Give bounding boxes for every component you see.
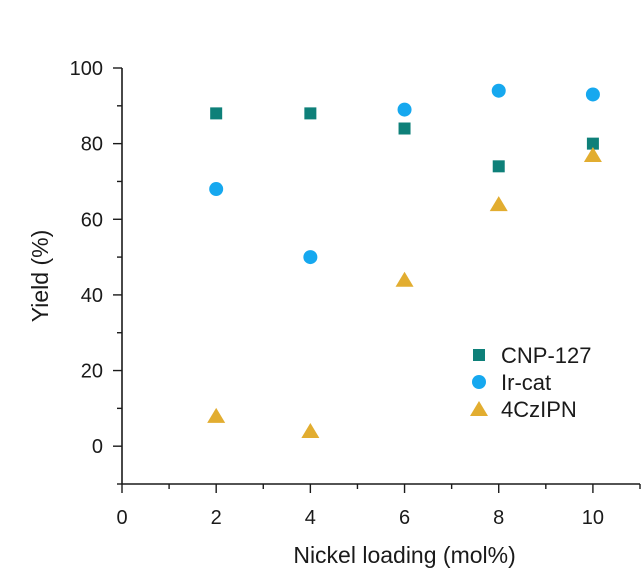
series-4czipn bbox=[207, 146, 602, 439]
legend-circle-marker bbox=[472, 375, 486, 389]
y-tick-label: 60 bbox=[81, 209, 103, 231]
x-axis-title: Nickel loading (mol%) bbox=[293, 542, 515, 568]
square-data-point bbox=[398, 122, 411, 135]
triangle-data-point bbox=[301, 423, 320, 439]
legend-item: CNP-127 bbox=[473, 343, 591, 368]
x-tick-label: 6 bbox=[399, 507, 410, 529]
x-tick-label: 4 bbox=[305, 507, 316, 529]
axes bbox=[121, 68, 640, 485]
x-tick-label: 0 bbox=[116, 507, 127, 529]
triangle-data-point bbox=[207, 407, 226, 423]
legend-label: 4CzIPN bbox=[501, 397, 577, 422]
x-tick-label: 2 bbox=[211, 507, 222, 529]
x-tick-label: 8 bbox=[493, 507, 504, 529]
square-data-point bbox=[586, 137, 599, 150]
legend-square-marker bbox=[473, 349, 485, 361]
y-tick-label: 0 bbox=[92, 436, 103, 458]
triangle-data-point bbox=[489, 196, 508, 212]
circle-data-point bbox=[397, 102, 412, 117]
legend-label: Ir-cat bbox=[501, 370, 551, 395]
y-tick-label: 80 bbox=[81, 134, 103, 156]
square-data-point bbox=[492, 160, 505, 173]
series-cnp-127 bbox=[210, 107, 599, 173]
y-tick-label: 100 bbox=[70, 58, 103, 80]
triangle-data-point bbox=[395, 271, 414, 287]
square-data-point bbox=[304, 107, 317, 120]
series-ir-cat bbox=[209, 83, 600, 265]
triangle-data-point bbox=[583, 146, 602, 162]
circle-data-point bbox=[209, 182, 224, 197]
y-tick-label: 40 bbox=[81, 285, 103, 307]
legend-label: CNP-127 bbox=[501, 343, 591, 368]
circle-data-point bbox=[585, 87, 600, 102]
legend-triangle-marker bbox=[470, 401, 488, 416]
y-tick-label: 20 bbox=[81, 361, 103, 383]
x-tick-label: 10 bbox=[582, 507, 604, 529]
square-data-point bbox=[210, 107, 223, 120]
data-markers bbox=[207, 83, 602, 439]
y-axis-title: Yield (%) bbox=[27, 230, 53, 322]
circle-data-point bbox=[303, 250, 318, 265]
ticks bbox=[113, 67, 641, 493]
legend-item: 4CzIPN bbox=[470, 397, 577, 422]
circle-data-point bbox=[491, 83, 506, 98]
legend-item: Ir-cat bbox=[472, 370, 551, 395]
